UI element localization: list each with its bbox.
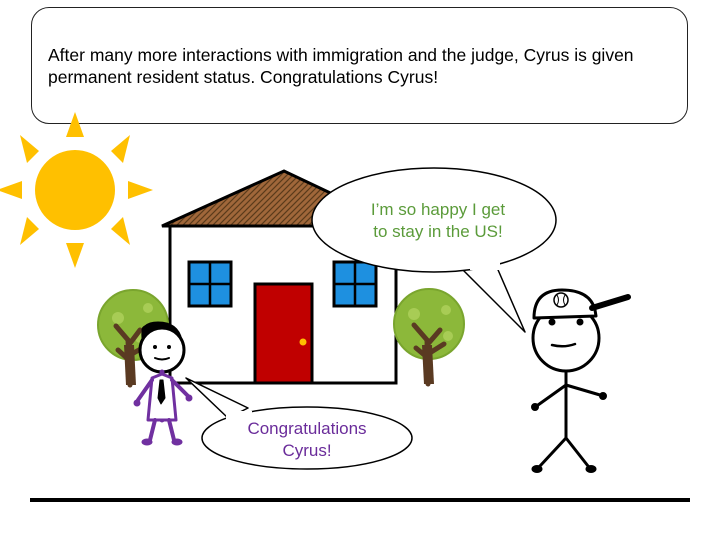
baseball-icon [553,292,569,308]
cyrus-speech-line-1: I’m so happy I get [370,200,506,219]
sun-icon [0,112,153,268]
tree-right-icon [393,288,465,387]
house-window-right [332,260,378,308]
house-window-left [187,260,233,308]
ground-line [30,498,690,502]
house-door [253,282,314,385]
woman-speech-text: Congratulations Cyrus! [217,418,397,462]
cyrus-speech-text: I’m so happy I get to stay in the US! [338,199,538,243]
narration-text: After many more interactions with immigr… [48,45,634,87]
narration-box: After many more interactions with immigr… [31,7,688,124]
cyrus-speech-bubble [311,167,557,333]
woman-speech-line-2: Cyrus! [282,441,332,460]
woman-speech-bubble [185,377,413,470]
woman-figure [133,321,193,446]
cyrus-figure [531,288,631,473]
woman-speech-line-1: Congratulations [247,419,367,438]
cyrus-speech-line-2: to stay in the US! [373,222,503,241]
